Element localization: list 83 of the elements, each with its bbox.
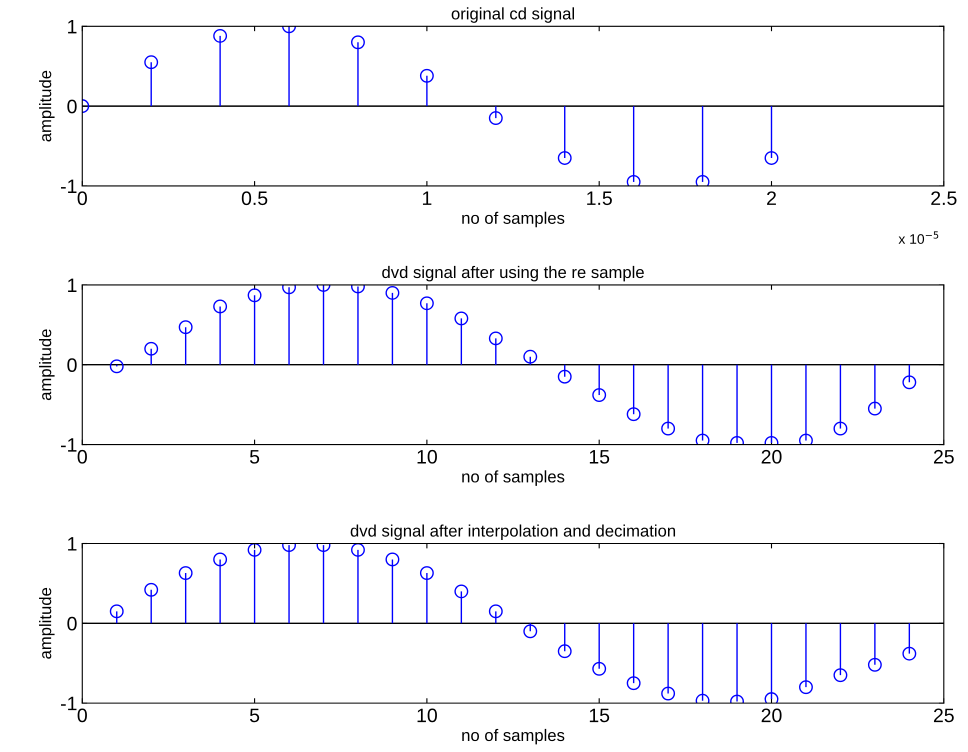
- point: [902, 375, 916, 390]
- point: [488, 111, 503, 126]
- x-tick-label: 20: [762, 450, 782, 464]
- point: [110, 604, 124, 618]
- point: [833, 422, 848, 436]
- point: [764, 692, 778, 704]
- point: [178, 320, 193, 334]
- point: [248, 288, 262, 302]
- point: [144, 342, 158, 356]
- point: [351, 543, 365, 557]
- point: [592, 388, 606, 402]
- point: [661, 422, 676, 436]
- point: [385, 286, 400, 300]
- point: [626, 407, 641, 422]
- point: [213, 28, 228, 43]
- point: [144, 55, 158, 70]
- point: [110, 359, 124, 374]
- point: [213, 552, 228, 566]
- point: [144, 582, 158, 597]
- point: [592, 662, 606, 676]
- x-tick-label: 0: [78, 191, 87, 206]
- point: [454, 311, 468, 326]
- point: [558, 644, 572, 658]
- point: [213, 300, 228, 314]
- y-tick-label: 0: [67, 616, 77, 631]
- point: [351, 35, 365, 50]
- point: [420, 296, 434, 310]
- y-tick-label: -1: [60, 438, 76, 452]
- chart-title: dvd signal after interpolation and decimation: [350, 524, 676, 540]
- point: [248, 543, 262, 557]
- y-tick-label: 1: [68, 278, 76, 292]
- x-tick-label: 1.5: [587, 192, 612, 206]
- x-axis-title: no of samples: [462, 212, 564, 228]
- point: [488, 331, 503, 346]
- x-tick-label: 15: [590, 450, 610, 464]
- x-tick-label: 25: [934, 708, 954, 722]
- x-tick-label: 5: [250, 450, 260, 464]
- point: [661, 686, 676, 700]
- point: [558, 370, 572, 384]
- x-tick-label: 2: [767, 191, 776, 205]
- point: [420, 68, 434, 83]
- y-axis-title: amplitude: [39, 70, 55, 142]
- x-tick-label: 10: [418, 708, 437, 722]
- y-tick-label: 0: [67, 358, 77, 372]
- chart-title: dvd signal after using the re sample: [382, 266, 644, 282]
- point: [558, 151, 572, 165]
- x-tick-label: 25: [934, 450, 954, 464]
- point: [696, 434, 710, 445]
- point: [764, 151, 778, 165]
- x-tick-label: 0.5: [242, 191, 268, 206]
- point: [488, 604, 503, 618]
- x-tick-label: 2.5: [931, 191, 956, 206]
- x-tick-label: 5: [250, 708, 260, 722]
- x-tick-label: 20: [762, 708, 782, 722]
- point: [420, 566, 434, 580]
- point: [902, 646, 916, 661]
- point: [868, 658, 882, 672]
- point: [868, 402, 882, 416]
- x-tick-label: 1: [422, 192, 432, 205]
- point: [454, 584, 468, 598]
- text: x 10$^{−5}$: [898, 231, 938, 244]
- x-tick-label: 0: [78, 708, 87, 722]
- point: [799, 434, 813, 445]
- point: [523, 350, 538, 364]
- x-axis-title: no of samples: [462, 728, 564, 744]
- y-axis-title: amplitude: [39, 588, 55, 659]
- x-tick-label: 10: [418, 450, 437, 464]
- point: [833, 668, 848, 682]
- chart-title: original cd signal: [452, 7, 574, 23]
- x-tick-label: 0: [78, 450, 87, 464]
- y-tick-label: -1: [60, 180, 76, 193]
- x-tick-label: 15: [590, 708, 610, 722]
- y-tick-label: 1: [68, 20, 76, 34]
- point: [626, 676, 641, 690]
- point: [799, 680, 813, 694]
- point: [523, 624, 538, 638]
- y-tick-label: 0: [67, 100, 77, 114]
- point: [385, 552, 400, 566]
- y-axis-title: amplitude: [39, 329, 55, 400]
- y-tick-label: 1: [68, 537, 76, 551]
- x-axis-title: no of samples: [462, 470, 564, 486]
- point: [178, 566, 193, 580]
- y-tick-label: -1: [60, 696, 76, 710]
